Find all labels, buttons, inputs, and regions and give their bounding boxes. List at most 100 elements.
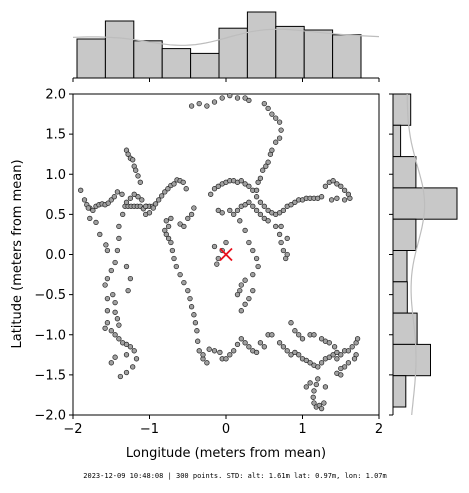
top-marginal-histogram bbox=[72, 11, 380, 79]
data-point bbox=[215, 255, 221, 262]
data-point bbox=[341, 197, 348, 203]
data-point bbox=[112, 299, 118, 306]
data-point bbox=[278, 127, 284, 133]
data-point bbox=[321, 400, 327, 406]
y-tick-label: 0.5 bbox=[45, 208, 66, 223]
data-point bbox=[334, 356, 340, 362]
data-point bbox=[108, 267, 114, 274]
data-point bbox=[78, 187, 84, 193]
right-histogram-bar bbox=[392, 250, 408, 283]
data-point bbox=[105, 200, 111, 206]
data-point bbox=[261, 344, 267, 350]
data-point bbox=[246, 344, 252, 350]
data-point bbox=[97, 231, 103, 238]
data-point bbox=[104, 308, 111, 314]
data-point bbox=[192, 320, 199, 326]
x-tick-label: 2 bbox=[375, 422, 383, 437]
data-point bbox=[215, 207, 221, 214]
data-point bbox=[313, 381, 319, 388]
data-point bbox=[103, 242, 109, 248]
data-point bbox=[116, 322, 122, 328]
data-point bbox=[296, 352, 302, 358]
data-point bbox=[215, 183, 221, 189]
data-point bbox=[292, 328, 298, 334]
data-point bbox=[87, 215, 93, 222]
top-histogram-bar bbox=[303, 29, 334, 79]
top-histogram-bar bbox=[161, 48, 192, 79]
data-point bbox=[156, 197, 162, 203]
data-point bbox=[104, 295, 111, 302]
data-point bbox=[273, 115, 279, 121]
data-point bbox=[261, 215, 267, 222]
data-point bbox=[280, 247, 287, 254]
right-histogram-bar bbox=[392, 343, 431, 377]
data-point bbox=[276, 231, 283, 238]
data-point bbox=[185, 215, 191, 222]
data-point bbox=[269, 111, 275, 117]
data-point bbox=[85, 205, 91, 211]
data-point bbox=[269, 332, 275, 338]
y-tick-label: −0.5 bbox=[34, 288, 66, 303]
data-point bbox=[311, 388, 317, 394]
data-point bbox=[187, 295, 193, 302]
data-point bbox=[196, 348, 202, 354]
data-point bbox=[168, 239, 174, 246]
data-point bbox=[237, 218, 243, 224]
data-point bbox=[223, 239, 229, 246]
data-point bbox=[253, 255, 260, 262]
data-point bbox=[104, 247, 111, 254]
data-point bbox=[219, 95, 225, 101]
data-point bbox=[234, 95, 241, 101]
data-point bbox=[111, 194, 117, 200]
data-point bbox=[315, 376, 321, 382]
data-point bbox=[341, 187, 348, 193]
data-point bbox=[303, 384, 309, 390]
data-point bbox=[238, 178, 244, 184]
data-point bbox=[104, 275, 111, 282]
data-point bbox=[168, 215, 174, 222]
data-point bbox=[246, 199, 252, 205]
data-point bbox=[130, 364, 136, 370]
data-point bbox=[196, 100, 202, 107]
data-point bbox=[125, 151, 131, 157]
data-point bbox=[237, 287, 243, 294]
data-point bbox=[133, 167, 139, 173]
data-point bbox=[349, 344, 355, 350]
data-point bbox=[130, 157, 136, 163]
y-axis-label: Latitude (meters from mean) bbox=[10, 159, 25, 348]
right-histogram-bar bbox=[392, 375, 407, 408]
mean-marker bbox=[219, 247, 233, 262]
data-point bbox=[171, 255, 177, 262]
top-histogram-bar bbox=[246, 11, 277, 79]
data-point bbox=[123, 199, 130, 205]
data-point bbox=[242, 95, 248, 101]
data-point bbox=[223, 356, 229, 362]
data-point bbox=[273, 223, 279, 230]
data-point bbox=[127, 275, 134, 282]
data-point bbox=[169, 247, 176, 254]
top-marginal-ticks bbox=[72, 78, 380, 82]
data-point bbox=[276, 119, 283, 125]
data-point bbox=[253, 187, 260, 193]
data-point bbox=[123, 341, 130, 348]
data-point bbox=[191, 312, 197, 318]
data-point bbox=[211, 186, 218, 192]
data-point bbox=[120, 211, 126, 218]
footer-caption: 2023-12-09 10:48:08 | 300 points. STD: a… bbox=[83, 472, 386, 480]
y-tick-label: −2.0 bbox=[34, 409, 66, 424]
data-point bbox=[338, 183, 344, 189]
data-point bbox=[195, 338, 201, 344]
data-point bbox=[180, 179, 186, 185]
data-point bbox=[276, 135, 283, 141]
data-point bbox=[171, 181, 177, 187]
data-point bbox=[133, 356, 140, 362]
data-point bbox=[299, 336, 306, 342]
x-axis-label: Longitude (meters from mean) bbox=[126, 446, 326, 461]
data-point bbox=[288, 320, 294, 326]
data-point bbox=[265, 218, 271, 224]
data-point bbox=[296, 332, 302, 338]
data-point bbox=[242, 181, 248, 187]
data-point bbox=[188, 211, 195, 218]
data-point bbox=[292, 349, 298, 356]
data-point bbox=[284, 235, 290, 242]
